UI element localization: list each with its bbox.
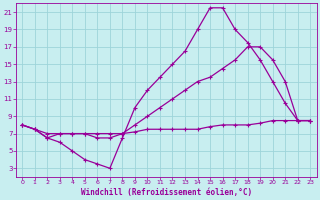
X-axis label: Windchill (Refroidissement éolien,°C): Windchill (Refroidissement éolien,°C) xyxy=(81,188,252,197)
